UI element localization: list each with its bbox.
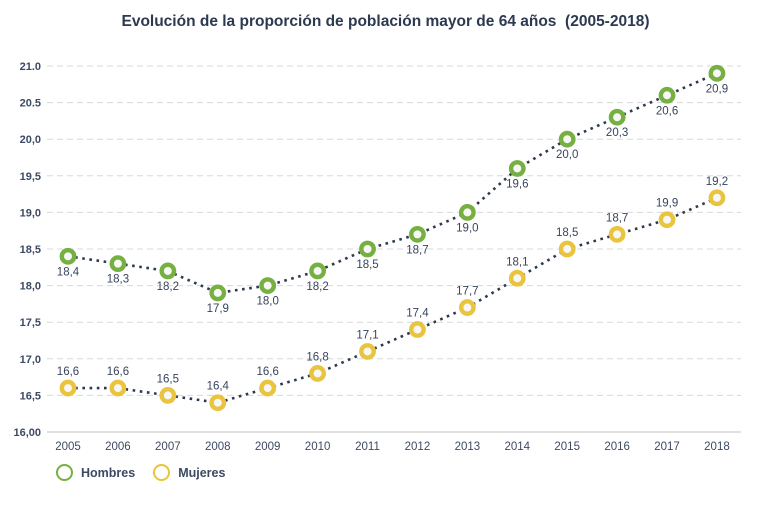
point-hombres-2014 <box>508 160 526 177</box>
x-tick-label: 2015 <box>554 441 580 453</box>
point-mujeres-2013 <box>458 299 476 316</box>
y-tick-label: 16,00 <box>13 427 41 439</box>
point-label-hombres-2012: 18,7 <box>406 244 428 256</box>
y-tick-label: 17,5 <box>20 317 41 329</box>
hombres-ring-icon <box>56 464 73 481</box>
point-label-mujeres-2018: 19,2 <box>706 176 728 188</box>
point-hombres-2017 <box>658 86 676 104</box>
y-tick-label: 18,5 <box>20 244 41 256</box>
x-tick-label: 2016 <box>604 441 630 453</box>
x-tick-label: 2010 <box>305 441 331 453</box>
point-hombres-2016 <box>608 108 626 126</box>
y-tick-label: 21.0 <box>20 61 41 73</box>
point-label-mujeres-2011: 17,1 <box>356 329 378 341</box>
y-tick-label: 20,0 <box>20 134 41 146</box>
point-mujeres-2015 <box>558 240 576 258</box>
point-label-hombres-2014: 19,6 <box>506 178 528 190</box>
x-tick-label: 2006 <box>105 441 131 453</box>
y-tick-label: 19,0 <box>20 207 41 219</box>
y-tick-label: 20.5 <box>20 98 41 110</box>
point-label-mujeres-2010: 16,8 <box>306 351 328 363</box>
point-hombres-2018 <box>708 64 726 82</box>
point-label-hombres-2017: 20,6 <box>656 105 678 117</box>
x-tick-label: 2011 <box>355 441 380 453</box>
point-mujeres-2005 <box>59 379 77 397</box>
x-tick-label: 2005 <box>55 441 81 453</box>
point-label-hombres-2018: 20,9 <box>706 83 728 95</box>
point-hombres-2008 <box>209 284 227 302</box>
legend-label-mujeres: Mujeres <box>178 465 226 480</box>
x-tick-label: 2013 <box>455 441 481 453</box>
legend-label-hombres: Hombres <box>81 465 136 480</box>
point-hombres-2011 <box>359 240 376 258</box>
point-label-hombres-2008: 17,9 <box>207 303 229 315</box>
point-label-hombres-2005: 18,4 <box>57 266 80 278</box>
point-mujeres-2017 <box>658 211 676 229</box>
point-label-hombres-2007: 18,2 <box>157 281 179 293</box>
mujeres-ring-icon <box>153 464 171 481</box>
legend: Hombres Mujeres <box>56 464 225 481</box>
point-label-hombres-2010: 18,2 <box>306 281 328 293</box>
point-hombres-2013 <box>458 203 476 221</box>
point-hombres-2006 <box>109 255 127 273</box>
x-tick-label: 2018 <box>704 441 730 453</box>
point-mujeres-2008 <box>209 394 227 412</box>
point-mujeres-2012 <box>409 321 426 338</box>
x-tick-label: 2009 <box>255 441 281 453</box>
point-label-hombres-2013: 19,0 <box>456 222 478 234</box>
point-hombres-2015 <box>558 130 576 148</box>
x-tick-label: 2012 <box>405 441 431 453</box>
point-mujeres-2006 <box>109 379 127 397</box>
y-tick-label: 19,5 <box>20 171 41 183</box>
point-label-mujeres-2016: 18,7 <box>606 212 628 224</box>
point-mujeres-2014 <box>508 269 526 287</box>
y-tick-label: 17,0 <box>20 354 41 366</box>
point-label-mujeres-2005: 16,6 <box>57 366 79 378</box>
point-label-hombres-2009: 18,0 <box>256 296 278 308</box>
point-label-mujeres-2015: 18,5 <box>556 227 578 239</box>
point-label-hombres-2011: 18,5 <box>356 259 378 271</box>
point-mujeres-2011 <box>359 343 376 360</box>
point-hombres-2005 <box>59 247 77 265</box>
point-mujeres-2016 <box>608 225 626 243</box>
point-hombres-2012 <box>409 225 426 243</box>
point-mujeres-2010 <box>309 365 326 382</box>
x-tick-label: 2017 <box>654 441 680 453</box>
point-label-mujeres-2008: 16,4 <box>207 381 230 393</box>
point-label-hombres-2016: 20,3 <box>606 127 628 139</box>
point-hombres-2010 <box>309 262 326 280</box>
chart-title: Evolución de la proporción de población … <box>121 13 650 30</box>
y-tick-label: 18,0 <box>20 281 41 293</box>
point-mujeres-2018 <box>708 189 726 207</box>
point-label-hombres-2015: 20,0 <box>556 149 578 161</box>
point-label-mujeres-2013: 17,7 <box>456 286 478 298</box>
point-hombres-2007 <box>159 262 177 280</box>
point-label-mujeres-2007: 16,5 <box>157 373 179 385</box>
point-hombres-2009 <box>259 277 277 294</box>
point-label-mujeres-2006: 16,6 <box>107 366 129 378</box>
series-line-hombres <box>67 72 718 295</box>
point-label-mujeres-2017: 19,9 <box>656 198 678 210</box>
point-label-mujeres-2014: 18,1 <box>506 256 528 268</box>
point-label-mujeres-2012: 17,4 <box>406 308 429 320</box>
point-label-mujeres-2009: 16,6 <box>256 366 278 378</box>
point-mujeres-2007 <box>159 386 177 404</box>
y-tick-label: 16,5 <box>20 390 41 402</box>
legend-item-mujeres: Mujeres <box>153 464 225 481</box>
point-label-hombres-2006: 18,3 <box>107 274 129 286</box>
point-mujeres-2009 <box>259 379 277 397</box>
x-tick-label: 2008 <box>205 441 231 453</box>
legend-item-hombres: Hombres <box>56 464 135 481</box>
x-tick-label: 2007 <box>155 441 181 453</box>
x-tick-label: 2014 <box>504 441 530 453</box>
